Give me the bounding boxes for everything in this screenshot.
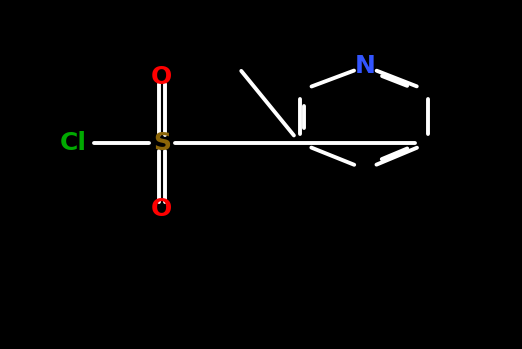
Text: N: N xyxy=(355,54,376,78)
Text: O: O xyxy=(151,65,172,89)
Text: Cl: Cl xyxy=(60,131,87,155)
Text: O: O xyxy=(151,198,172,221)
Text: S: S xyxy=(153,131,171,155)
